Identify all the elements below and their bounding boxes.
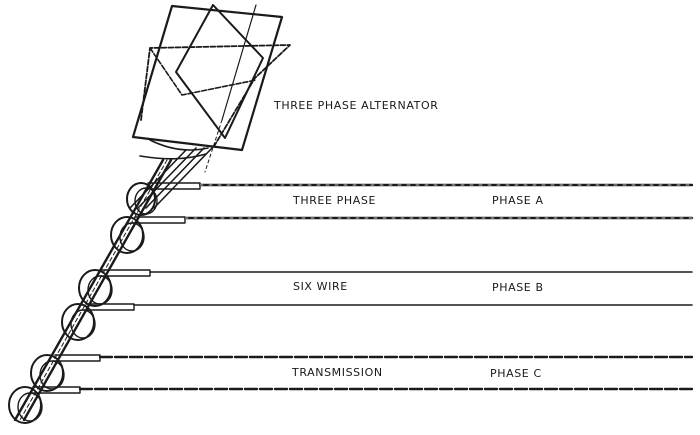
phase-a-label: PHASE A <box>492 194 544 207</box>
alternator-label: THREE PHASE ALTERNATOR <box>274 99 439 112</box>
caption-transmission: TRANSMISSION <box>292 366 383 379</box>
brushes <box>30 182 201 394</box>
caption-three-phase: THREE PHASE <box>293 194 376 207</box>
slip-ring-6 <box>8 386 43 424</box>
caption-six-wire: SIX WIRE <box>293 280 348 293</box>
slip-ring-4 <box>61 303 96 341</box>
slip-ring-2 <box>110 216 145 254</box>
phase-b-label: PHASE B <box>492 281 544 294</box>
alternator-coil-c <box>175 4 264 139</box>
phase-c-label: PHASE C <box>490 367 542 380</box>
slip-ring-1 <box>126 182 158 216</box>
shaft <box>13 158 173 422</box>
alternator-coil-a <box>131 4 284 152</box>
alternator-axis <box>204 4 257 173</box>
alternator-leads <box>129 139 213 209</box>
alternator-coil-b <box>140 44 291 149</box>
slip-ring-5 <box>30 354 65 392</box>
